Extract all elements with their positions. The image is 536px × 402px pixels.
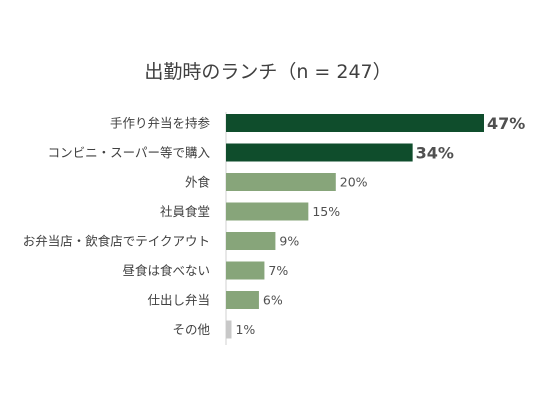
bar-4 [226, 202, 309, 221]
value-label-7: 6% [263, 293, 283, 308]
bar-1 [226, 114, 484, 132]
bars-group [226, 114, 484, 339]
category-label-5: お弁当店・飲食店でテイクアウト [23, 234, 210, 249]
value-label-2: 34% [416, 144, 454, 163]
value-label-5: 9% [279, 234, 299, 249]
value-label-6: 7% [268, 263, 288, 278]
bar-7 [226, 291, 259, 309]
value-labels-group: 47% 34% 20%15% 9% 7% 6% 1% [235, 114, 525, 337]
category-label-2: コンビニ・スーパー等で購入 [48, 145, 211, 160]
category-label-7: 仕出し弁当 [147, 293, 210, 308]
chart-title: 出勤時のランチ（n = 247） [144, 61, 391, 83]
category-labels-group: 手作り弁当を持参コンビニ・スーパー等で購入外食社員食堂お弁当店・飲食店でテイクア… [23, 116, 211, 338]
value-label-1: 47% [487, 114, 525, 133]
value-label-3: 20% [340, 175, 368, 190]
bar-3 [226, 173, 336, 191]
value-label-8: 1% [235, 322, 255, 337]
category-label-3: 外食 [185, 175, 211, 190]
bar-6 [226, 261, 265, 280]
bar-5 [226, 232, 276, 250]
category-label-8: その他 [172, 322, 210, 337]
value-label-4: 15% [312, 204, 340, 219]
category-label-4: 社員食堂 [160, 204, 210, 219]
bar-2 [226, 143, 413, 162]
bar-8 [226, 320, 232, 339]
category-label-1: 手作り弁当を持参 [110, 116, 211, 131]
category-label-6: 昼食は食べない [122, 263, 210, 278]
